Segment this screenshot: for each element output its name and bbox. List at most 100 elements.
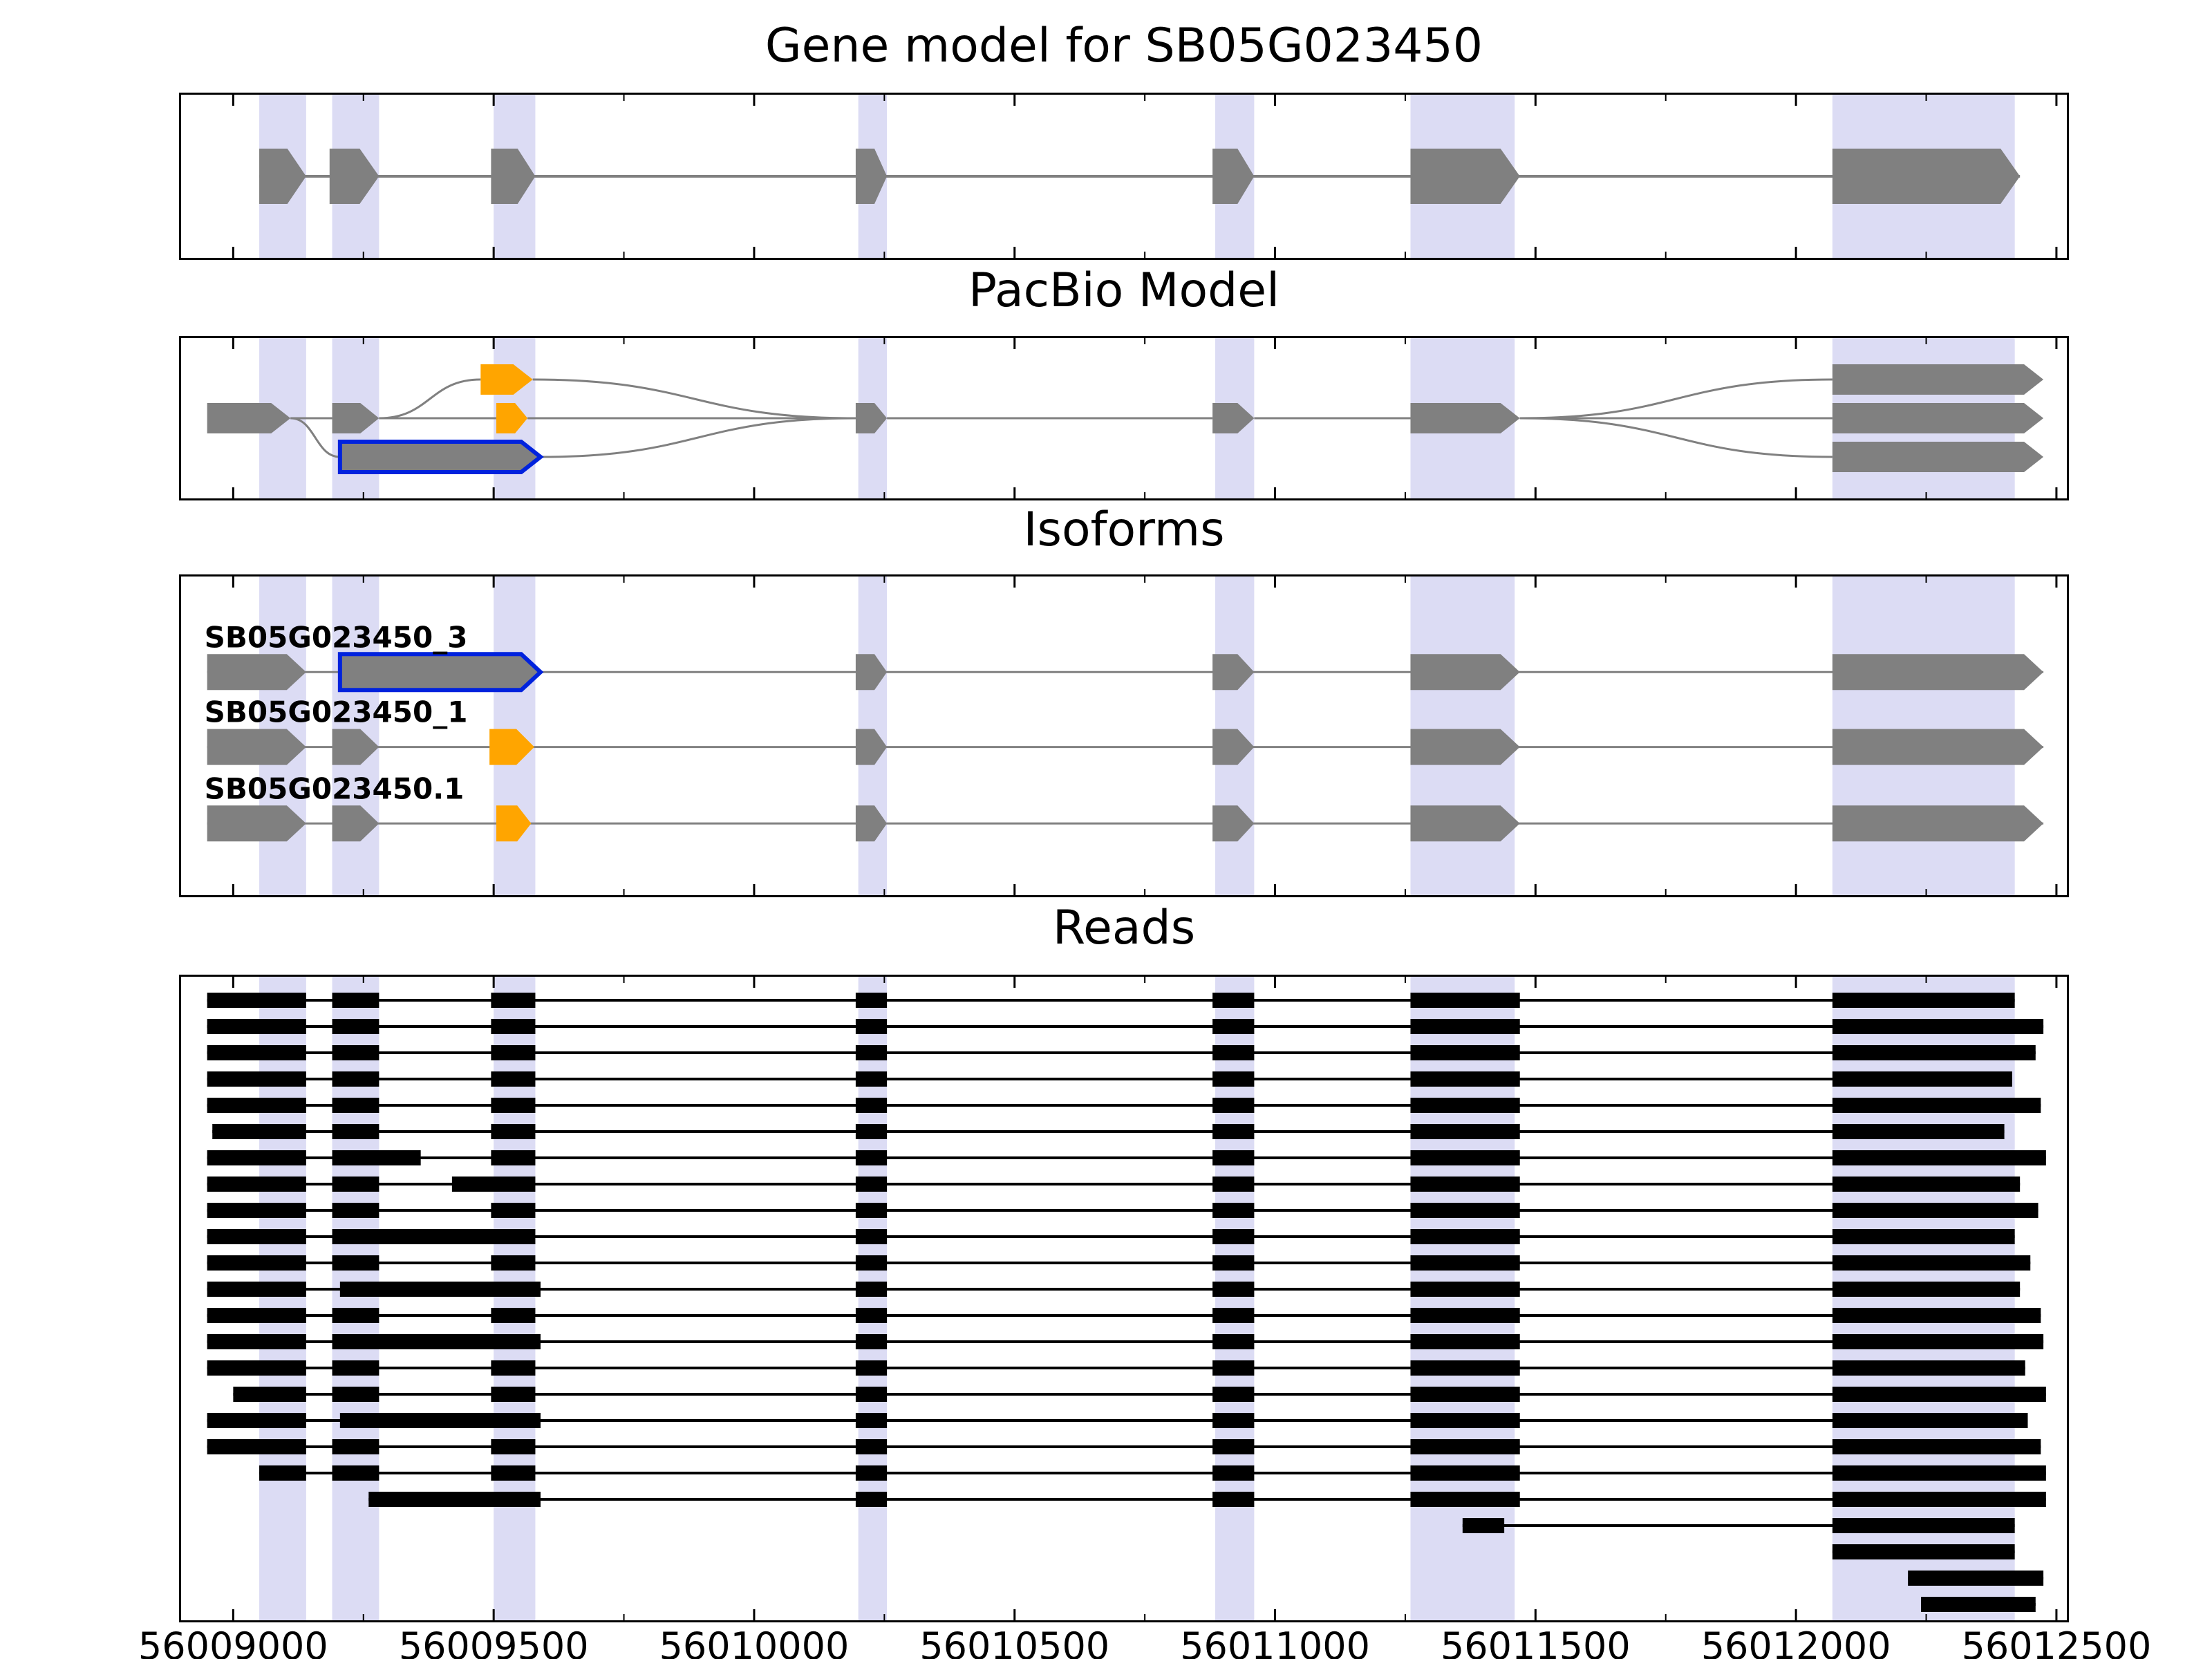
exon <box>1212 654 1255 691</box>
exon <box>496 403 528 433</box>
read-block <box>1832 1177 2021 1192</box>
read-block <box>207 1203 306 1218</box>
read-block <box>1212 1045 1255 1060</box>
read-block <box>207 1439 306 1454</box>
read-block <box>332 1465 379 1481</box>
read-block <box>207 1308 306 1323</box>
exon <box>1832 442 2044 472</box>
read-block <box>1410 1203 1520 1218</box>
read-block <box>1212 1308 1255 1323</box>
exon <box>1212 149 1255 204</box>
read-block <box>491 1019 536 1034</box>
read-block <box>491 1387 536 1402</box>
read-block <box>855 1150 888 1165</box>
read-block <box>1212 1150 1255 1165</box>
read-block <box>1832 1492 2046 1507</box>
read-block <box>1832 1518 2015 1533</box>
read-block <box>1212 1439 1255 1454</box>
read-block <box>1212 1255 1255 1271</box>
x-axis-tick-labels: 56009000 56009500 56010000 56010500 56011000… <box>0 1624 2212 1659</box>
read-block <box>332 993 379 1008</box>
read-block <box>1920 1597 2036 1612</box>
exon <box>207 403 291 433</box>
read-block <box>1212 1360 1255 1376</box>
read-block <box>332 1098 379 1113</box>
read-block <box>1832 1465 2046 1481</box>
read-block <box>1410 1150 1520 1165</box>
read-block <box>1212 1098 1255 1113</box>
isoform-label: SB05G023450_1 <box>205 695 468 729</box>
read-block <box>491 1203 536 1218</box>
read-block <box>1832 1045 2036 1060</box>
read-block <box>1410 993 1520 1008</box>
read-block <box>1462 1518 1505 1533</box>
read-block <box>491 1360 536 1376</box>
exon <box>1410 403 1520 433</box>
read-block <box>1212 1492 1255 1507</box>
read-block <box>491 1439 536 1454</box>
exon <box>1832 729 2044 765</box>
read-block <box>855 1334 888 1349</box>
read-block <box>207 1334 306 1349</box>
read-block <box>855 1492 888 1507</box>
gene-model-panel <box>179 93 2069 260</box>
read-block <box>1832 1203 2038 1218</box>
read-block <box>332 1019 379 1034</box>
x-tick-label: 56009500 <box>398 1624 589 1659</box>
read-block <box>332 1334 541 1349</box>
exon <box>332 729 379 765</box>
read-block <box>207 1150 306 1165</box>
read-block <box>1908 1571 2044 1586</box>
novel-exon <box>337 440 544 474</box>
read-block <box>368 1492 541 1507</box>
read-block <box>855 1255 888 1271</box>
pacbio-model-panel <box>179 336 2069 500</box>
read-block <box>332 1360 379 1376</box>
pacbio-model-title: PacBio Model <box>968 263 1280 318</box>
splice-link <box>532 378 856 420</box>
isoforms-plot: SB05G023450_3 SB05G023450_1 SB05G023450.1 <box>205 577 2058 895</box>
exon <box>496 805 532 842</box>
read-block <box>1832 1255 2031 1271</box>
read-block <box>1832 1544 2015 1559</box>
reads-panel <box>179 975 2069 1622</box>
exon <box>259 149 306 204</box>
isoform-label: SB05G023450.1 <box>205 771 465 805</box>
read-block <box>1410 1098 1520 1113</box>
gene-model-plot <box>232 95 2058 258</box>
read-block <box>1212 1282 1255 1297</box>
read-block <box>207 1045 306 1060</box>
read-block <box>855 1124 888 1139</box>
x-tick-label: 56012500 <box>1961 1624 2152 1659</box>
exon <box>1212 403 1255 433</box>
exon <box>332 805 379 842</box>
read-block <box>491 1308 536 1323</box>
read-block <box>1410 1492 1520 1507</box>
read-block <box>491 1465 536 1481</box>
x-tick-label: 56010500 <box>919 1624 1110 1659</box>
splice-link <box>290 417 340 458</box>
read-block <box>207 1229 306 1244</box>
exon <box>1832 805 2044 842</box>
exon <box>1832 654 2044 691</box>
read-block <box>855 1177 888 1192</box>
read-block <box>1212 1465 1255 1481</box>
read-block <box>855 1465 888 1481</box>
read-block <box>1410 1255 1520 1271</box>
read-block <box>1212 1124 1255 1139</box>
read-block <box>1832 1071 2012 1087</box>
x-tick-label: 56011000 <box>1180 1624 1370 1659</box>
read-block <box>1410 1124 1520 1139</box>
read-block <box>339 1282 541 1297</box>
read-block <box>1832 1098 2041 1113</box>
read-block <box>332 1229 536 1244</box>
splice-link <box>1519 378 1833 420</box>
read-block <box>207 1019 306 1034</box>
read-block <box>855 993 888 1008</box>
x-tick-label: 56012000 <box>1700 1624 1891 1659</box>
read-block <box>855 1203 888 1218</box>
pacbio-model-plot <box>207 338 2058 498</box>
read-block <box>339 1413 541 1428</box>
isoforms-title: Isoforms <box>1023 503 1225 557</box>
read-block <box>207 1098 306 1113</box>
